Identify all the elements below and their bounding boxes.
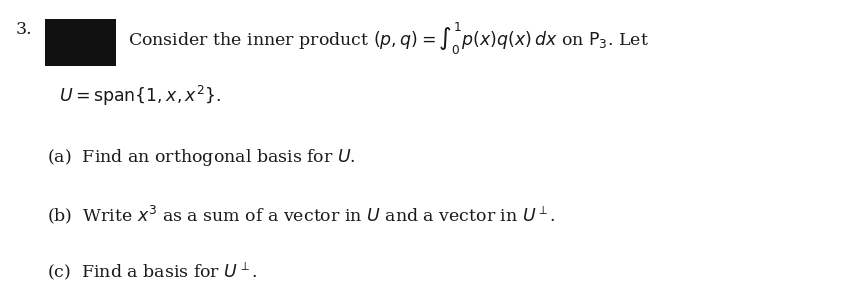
Text: (b)  Write $x^3$ as a sum of a vector in $U$ and a vector in $U^{\perp}$.: (b) Write $x^3$ as a sum of a vector in …: [47, 203, 556, 226]
Text: $U = \mathrm{span}\{1, x, x^2\}$.: $U = \mathrm{span}\{1, x, x^2\}$.: [59, 84, 221, 108]
Text: 3.: 3.: [16, 21, 32, 38]
Text: (a)  Find an orthogonal basis for $U$.: (a) Find an orthogonal basis for $U$.: [47, 147, 356, 167]
Text: (c)  Find a basis for $U^{\perp}$.: (c) Find a basis for $U^{\perp}$.: [47, 260, 258, 282]
Text: Consider the inner product $(p, q) = \int_0^1 p(x)q(x)\, dx$ on $\mathrm{P}_3$. : Consider the inner product $(p, q) = \in…: [128, 21, 648, 57]
